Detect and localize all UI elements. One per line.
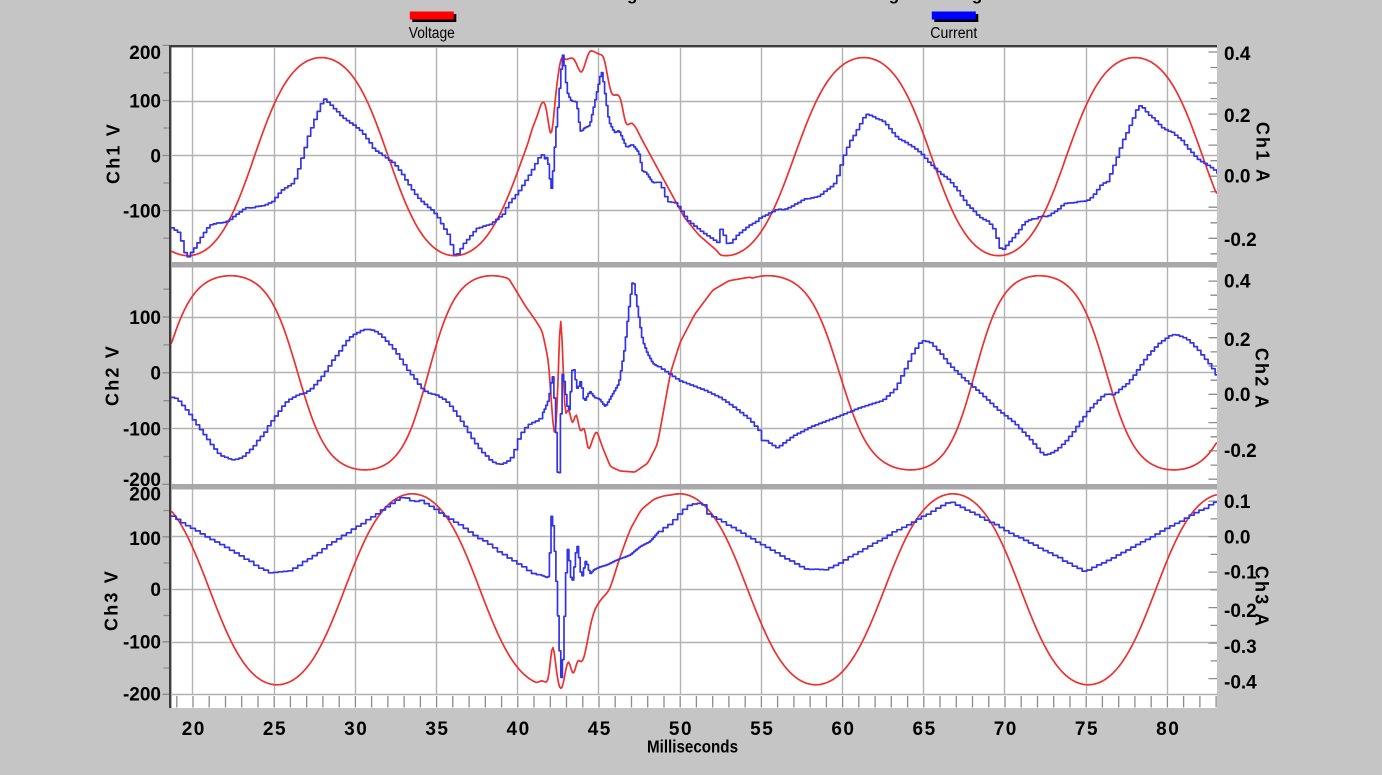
- svg-text:Ch3 V: Ch3 V: [102, 569, 122, 631]
- svg-text:-0.2: -0.2: [1224, 230, 1257, 251]
- svg-text:-0.2: -0.2: [1224, 441, 1257, 462]
- svg-text:-200: -200: [123, 685, 161, 706]
- svg-text:0.0: 0.0: [1224, 385, 1250, 406]
- svg-text:50: 50: [669, 719, 693, 740]
- svg-text:30: 30: [344, 719, 368, 740]
- svg-text:0.0: 0.0: [1224, 167, 1250, 188]
- svg-text:Milliseconds: Milliseconds: [647, 737, 738, 757]
- svg-text:40: 40: [507, 719, 531, 740]
- svg-text:0.1: 0.1: [1224, 492, 1251, 513]
- svg-text:-0.4: -0.4: [1224, 672, 1257, 693]
- svg-text:0.4: 0.4: [1224, 44, 1251, 65]
- svg-text:20: 20: [182, 719, 206, 740]
- svg-text:0.0: 0.0: [1224, 527, 1250, 548]
- svg-text:0.2: 0.2: [1224, 330, 1250, 351]
- svg-text:45: 45: [588, 719, 612, 740]
- svg-text:200: 200: [129, 485, 161, 506]
- svg-text:Ch1 V: Ch1 V: [104, 122, 124, 184]
- svg-text:0.4: 0.4: [1224, 271, 1251, 292]
- svg-text:0.2: 0.2: [1224, 106, 1250, 127]
- svg-text:0: 0: [150, 147, 161, 168]
- svg-text:-100: -100: [123, 419, 161, 440]
- svg-text:60: 60: [831, 719, 855, 740]
- svg-text:3 Phase Voltage and Current wa: 3 Phase Voltage and Current waveforms du…: [518, 0, 982, 4]
- svg-text:80: 80: [1156, 719, 1180, 740]
- svg-text:-100: -100: [123, 202, 161, 223]
- svg-text:Ch2 V: Ch2 V: [103, 344, 123, 406]
- svg-text:Ch1 A: Ch1 A: [1252, 122, 1272, 184]
- svg-text:-0.3: -0.3: [1224, 637, 1257, 658]
- svg-text:55: 55: [750, 719, 774, 740]
- svg-text:-0.2: -0.2: [1224, 601, 1257, 622]
- svg-text:-200: -200: [123, 470, 161, 491]
- svg-text:25: 25: [263, 719, 287, 740]
- svg-text:-100: -100: [123, 632, 161, 653]
- svg-text:35: 35: [425, 719, 449, 740]
- svg-text:100: 100: [129, 92, 161, 113]
- svg-text:70: 70: [994, 719, 1018, 740]
- svg-text:75: 75: [1075, 719, 1099, 740]
- svg-text:Current: Current: [930, 25, 978, 42]
- svg-text:100: 100: [129, 308, 161, 329]
- svg-text:200: 200: [129, 43, 161, 64]
- svg-text:Voltage: Voltage: [409, 25, 455, 42]
- svg-text:Ch3 A: Ch3 A: [1251, 566, 1271, 628]
- svg-text:-0.1: -0.1: [1224, 563, 1257, 584]
- svg-text:0: 0: [150, 364, 161, 385]
- svg-text:100: 100: [129, 529, 161, 550]
- svg-text:65: 65: [913, 719, 937, 740]
- svg-text:Ch2 A: Ch2 A: [1251, 348, 1271, 410]
- svg-text:0: 0: [150, 580, 161, 601]
